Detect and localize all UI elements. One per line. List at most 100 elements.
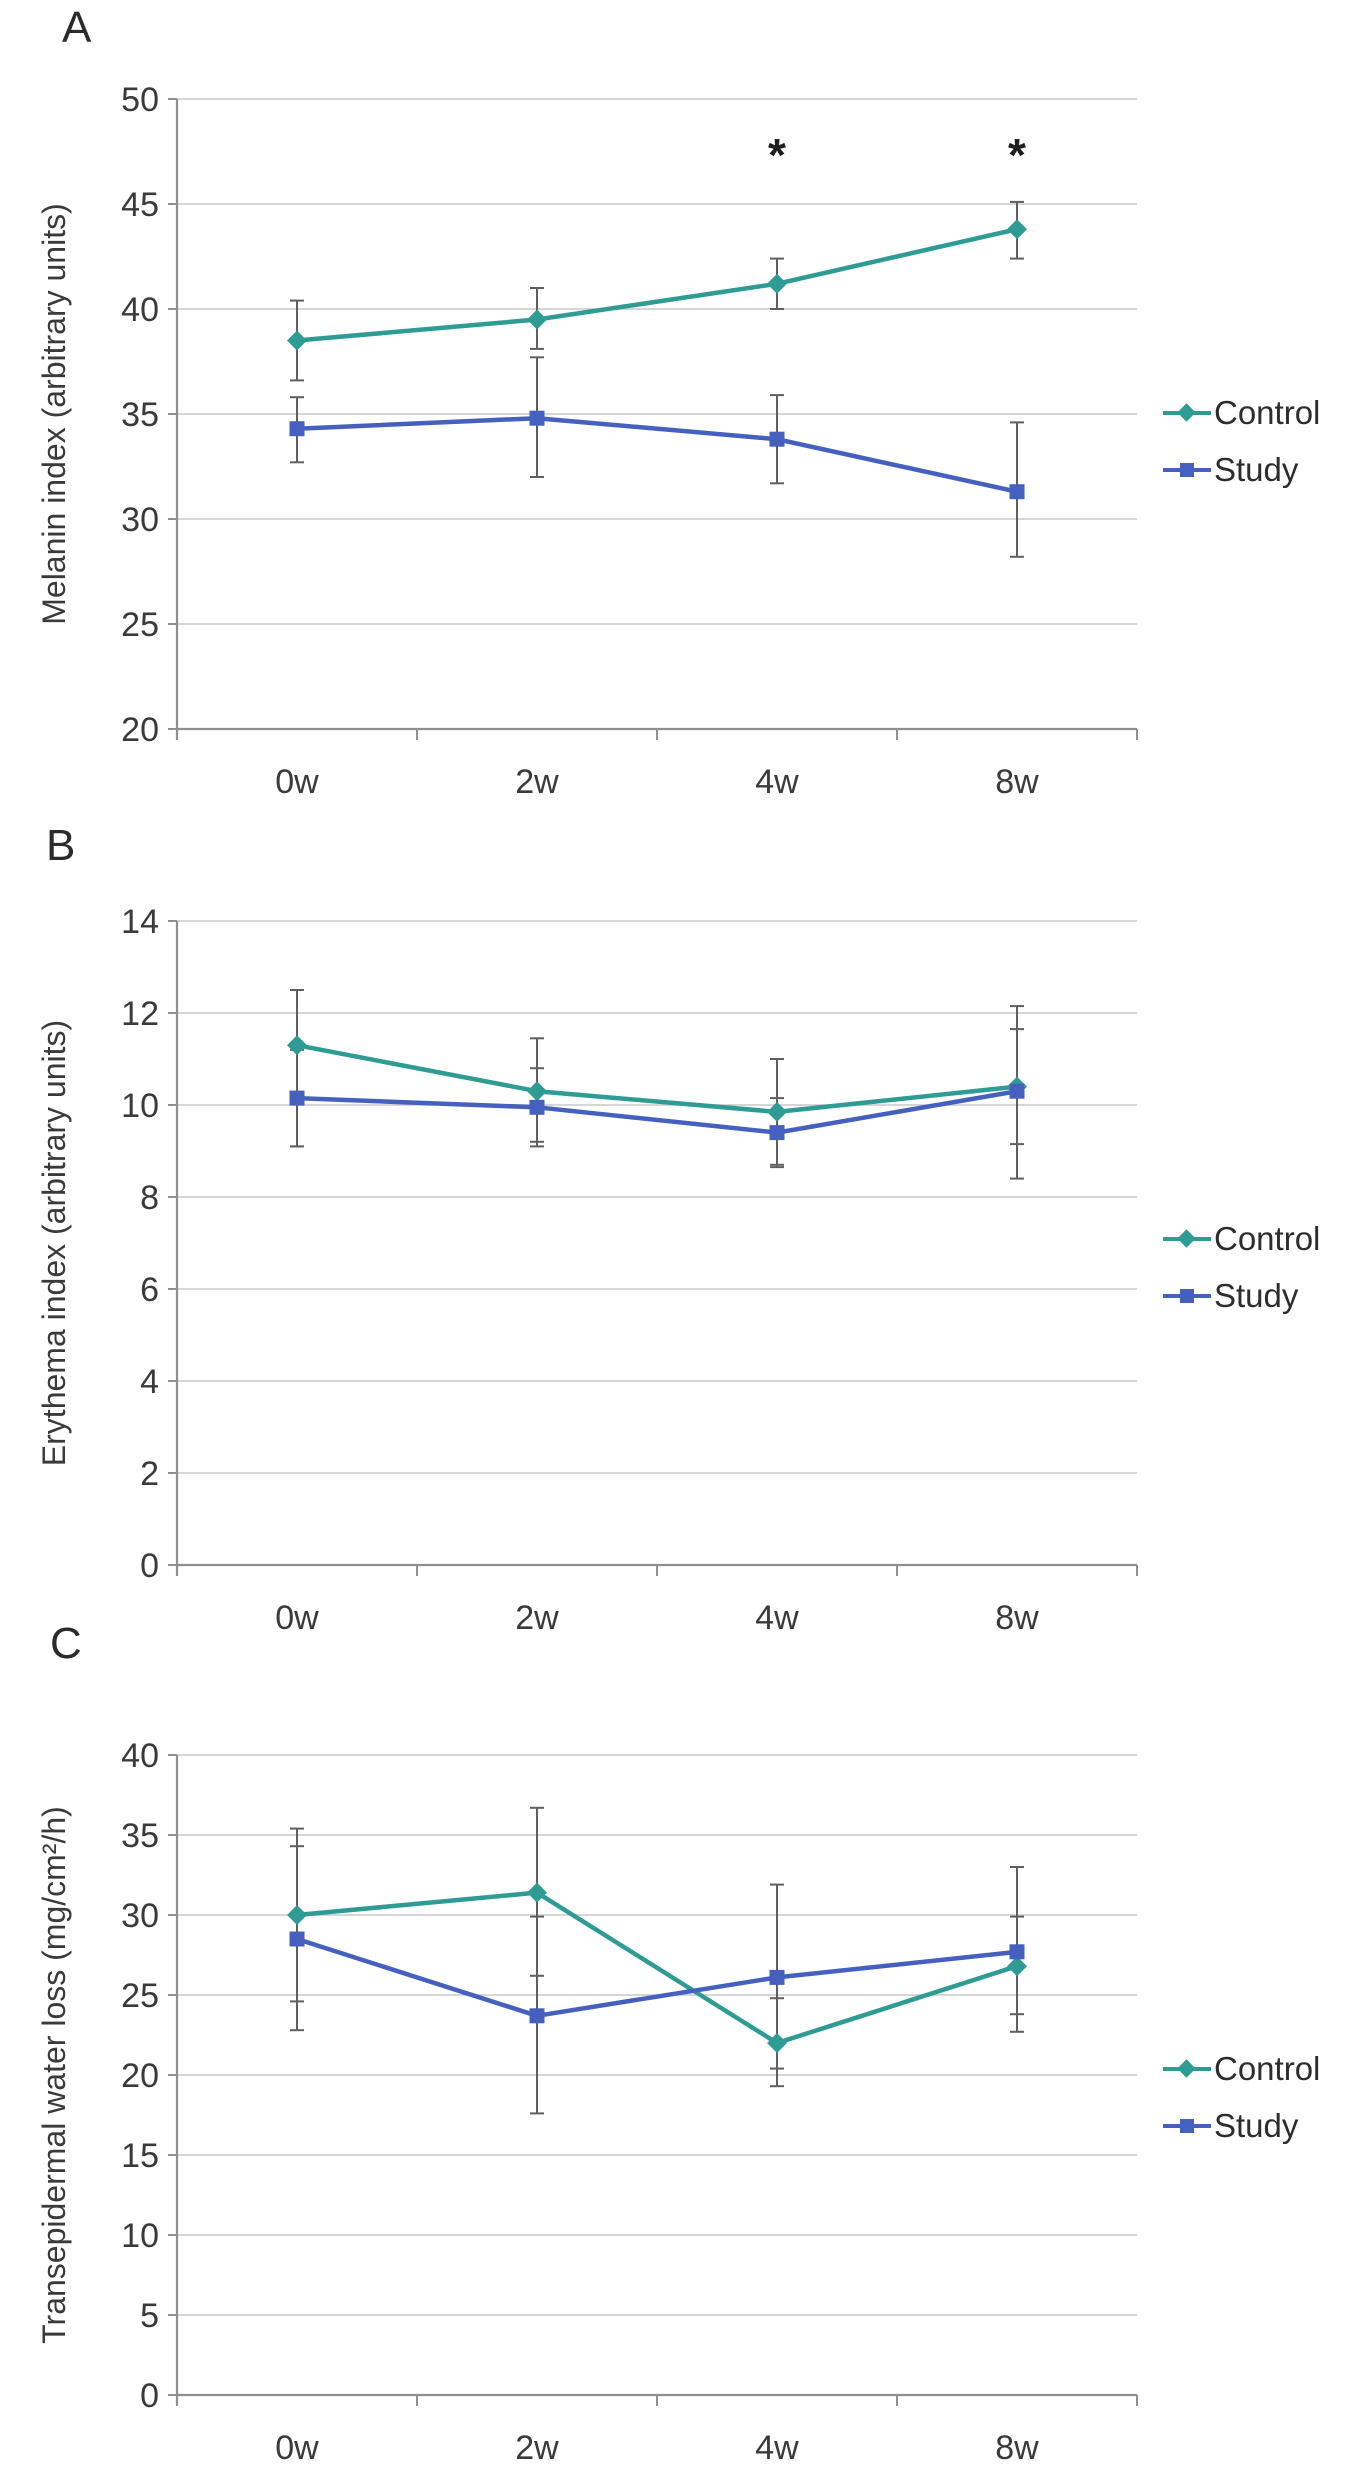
square-marker-icon (1009, 1944, 1025, 1960)
square-marker-icon (769, 431, 785, 447)
square-marker-icon (769, 1125, 785, 1141)
y-tick-label: 40 (121, 1737, 159, 1775)
series-line-study (294, 1936, 1020, 2019)
square-marker-icon (1180, 463, 1194, 477)
chart-panel-c: 0 5 10 15 20 25 30 35 40 0w 2w 4w 8w (121, 1737, 1138, 2467)
square-marker-icon (529, 2008, 545, 2024)
y-tick-label: 45 (121, 186, 159, 224)
control-series-swatch (1163, 401, 1211, 425)
y-tick-label: 20 (121, 2057, 159, 2095)
y-tick-label: 4 (140, 1363, 159, 1401)
y-tick-label: 10 (121, 1087, 159, 1125)
legend-item-control: Control (1163, 2048, 1320, 2090)
series-line-study (294, 1088, 1020, 1135)
y-tick-label: 10 (121, 2217, 159, 2255)
y-tick-label: 5 (140, 2297, 159, 2335)
square-marker-icon (1180, 2119, 1194, 2133)
significance-asterisk: * (768, 129, 786, 181)
legend-label-control: Control (1214, 2050, 1321, 2087)
diamond-marker-icon (1007, 219, 1027, 240)
y-tick-label: 35 (121, 396, 159, 434)
x-category-label: 2w (515, 763, 559, 801)
legend-panel-c: Control Study (1163, 2048, 1320, 2162)
legend-label-control: Control (1214, 1220, 1321, 1257)
y-tick-label: 6 (140, 1271, 159, 1309)
square-marker-icon (289, 1090, 305, 1106)
legend-item-study: Study (1163, 449, 1320, 491)
diamond-marker-icon (527, 1081, 547, 1102)
legend-item-study: Study (1163, 1275, 1320, 1317)
x-category-label: 4w (755, 763, 799, 801)
x-category-label: 8w (995, 1599, 1039, 1637)
x-category-label: 8w (995, 2429, 1039, 2467)
legend-label-study: Study (1214, 451, 1299, 488)
square-marker-icon (1009, 1083, 1025, 1099)
square-marker-icon (529, 410, 545, 426)
y-axis-title-melanin: Melanin index (arbitrary units) (36, 203, 72, 625)
y-tick-label: 40 (121, 291, 159, 329)
diamond-marker-icon (287, 1035, 307, 1056)
y-tick-label: 20 (121, 711, 159, 749)
diamond-marker-icon (767, 1101, 787, 1122)
y-tick-label: 0 (140, 1547, 159, 1585)
y-tick-label: 0 (140, 2377, 159, 2415)
diamond-marker-icon (527, 309, 547, 330)
legend-label-study: Study (1214, 1277, 1299, 1314)
study-series-swatch (1163, 2114, 1211, 2138)
diamond-marker-icon (767, 2033, 787, 2053)
x-category-label: 8w (995, 763, 1039, 801)
x-category-label: 0w (275, 1599, 319, 1637)
y-tick-label: 12 (121, 995, 159, 1033)
y-tick-label: 2 (140, 1455, 159, 1493)
legend-item-study: Study (1163, 2105, 1320, 2147)
significance-asterisk: * (1008, 129, 1026, 181)
legend-item-control: Control (1163, 1218, 1320, 1260)
y-tick-label: 14 (121, 903, 159, 941)
legend-label-study: Study (1214, 2107, 1299, 2144)
panel-label-b: B (46, 821, 76, 870)
x-category-label: 2w (515, 1599, 559, 1637)
legend-label-control: Control (1214, 394, 1321, 431)
series-line-control (294, 226, 1020, 343)
y-tick-label: 50 (121, 81, 159, 119)
y-tick-label: 30 (121, 501, 159, 539)
chart-panel-b: 0 2 4 6 8 10 12 14 0w 2w 4w 8w (121, 903, 1138, 1637)
x-category-label: 0w (275, 763, 319, 801)
y-axis-title-erythema: Erythema index (arbitrary units) (36, 1019, 72, 1467)
square-marker-icon (1009, 484, 1025, 500)
study-series-swatch (1163, 458, 1211, 482)
diamond-marker-icon (767, 273, 787, 294)
legend-panel-a: Control Study (1163, 392, 1320, 506)
square-marker-icon (289, 1931, 305, 1947)
x-category-label: 0w (275, 2429, 319, 2467)
y-tick-label: 8 (140, 1179, 159, 1217)
legend-panel-b: Control Study (1163, 1218, 1320, 1332)
series-line-study (294, 415, 1020, 494)
diamond-marker-icon (287, 330, 307, 351)
diamond-marker-icon (527, 1882, 547, 1903)
diamond-marker-icon (1177, 2059, 1196, 2078)
x-category-label: 4w (755, 2429, 799, 2467)
y-tick-label: 15 (121, 2137, 159, 2175)
chart-panel-a: 20 25 30 35 40 45 50 0w 2w 4w 8w * * (121, 81, 1138, 801)
x-category-label: 4w (755, 1599, 799, 1637)
square-marker-icon (1180, 1289, 1194, 1303)
y-tick-label: 30 (121, 1897, 159, 1935)
control-series-swatch (1163, 2057, 1211, 2081)
panel-label-c: C (50, 1619, 82, 1668)
y-axis-title-tewl: Transepidermal water loss (mg/cm²/h) (36, 1806, 72, 2344)
control-series-swatch (1163, 1227, 1211, 1251)
legend-item-control: Control (1163, 392, 1320, 434)
square-marker-icon (769, 1969, 785, 1985)
y-tick-label: 25 (121, 606, 159, 644)
study-series-swatch (1163, 1284, 1211, 1308)
series-line-control (294, 1890, 1020, 2046)
square-marker-icon (529, 1099, 545, 1115)
series-line-control (294, 1042, 1020, 1115)
panel-label-a: A (62, 3, 92, 52)
square-marker-icon (289, 421, 305, 437)
x-category-label: 2w (515, 2429, 559, 2467)
diamond-marker-icon (287, 1905, 307, 1925)
y-tick-label: 25 (121, 1977, 159, 2015)
